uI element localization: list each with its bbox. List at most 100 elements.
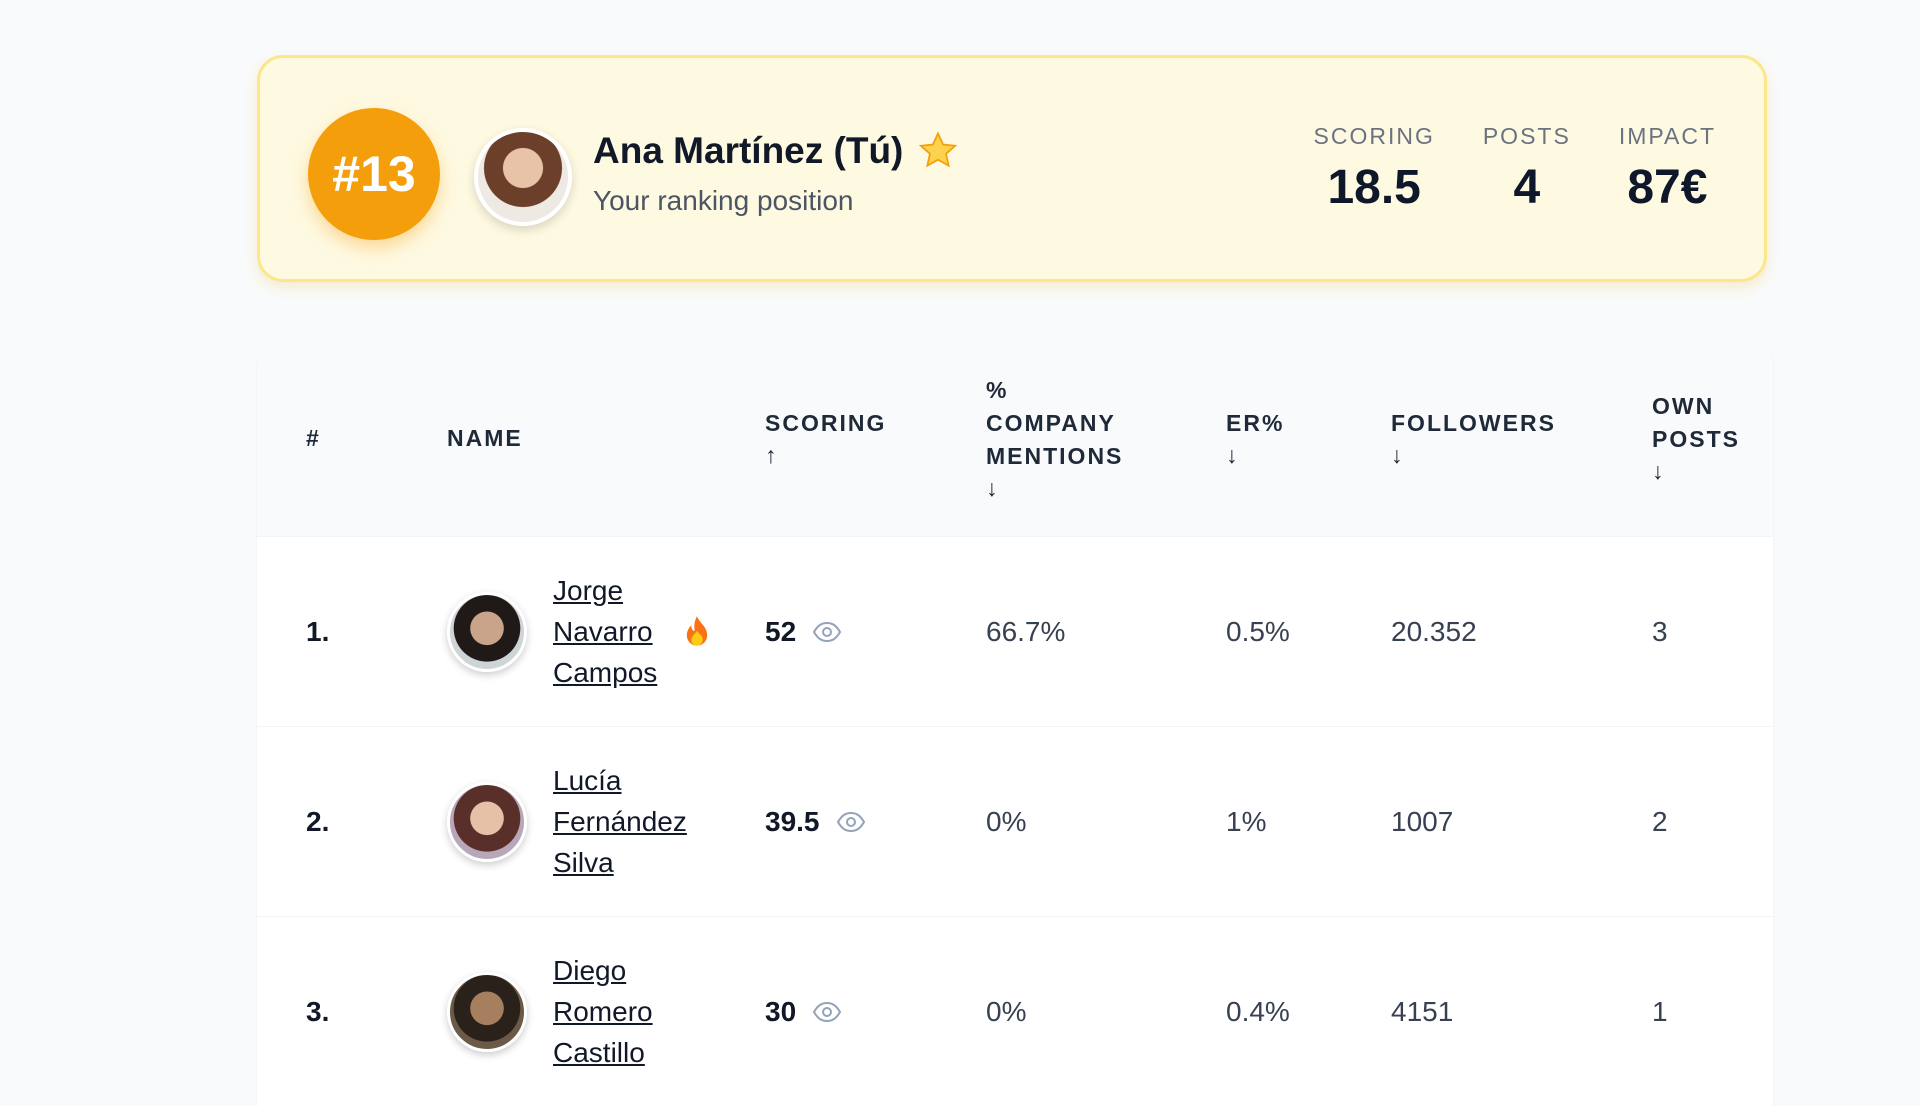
- column-label: % COMPANY MENTIONS: [986, 374, 1123, 473]
- cell-value: 0%: [986, 996, 1026, 1027]
- table-cell: 4151: [1391, 917, 1652, 1106]
- column-header[interactable]: ER%↓: [1226, 340, 1391, 537]
- my-name: Ana Martínez (Tú): [593, 130, 903, 172]
- table-cell: Lucía Fernández Silva: [447, 727, 765, 917]
- eye-icon[interactable]: [836, 811, 866, 833]
- table-cell: 52: [765, 537, 986, 727]
- stat-label: SCORING: [1314, 123, 1435, 150]
- column-header[interactable]: % COMPANY MENTIONS↓: [986, 340, 1226, 537]
- column-label: OWN POSTS: [1652, 390, 1740, 456]
- member-link[interactable]: Lucía Fernández Silva: [553, 760, 687, 883]
- table-cell: 39.5: [765, 727, 986, 917]
- member-link[interactable]: Diego Romero Castillo: [553, 950, 653, 1073]
- stat-value: 4: [1483, 160, 1571, 215]
- avatar: [447, 592, 527, 672]
- table-cell: 2.: [257, 727, 447, 917]
- position: 1.: [306, 616, 329, 647]
- table-cell: 1007: [1391, 727, 1652, 917]
- cell-value: 0.4%: [1226, 996, 1290, 1027]
- table-row: 2. Lucía Fernández Silva 39.5 0% 1% 1007 2: [257, 727, 1773, 917]
- stat-value: 18.5: [1314, 160, 1435, 215]
- table-cell: 2: [1652, 727, 1773, 917]
- table-row: 3. Diego Romero Castillo 30 0% 0.4% 4151 1: [257, 917, 1773, 1106]
- my-ranking-card: #13 Ana Martínez (Tú) Your ranking posit…: [257, 55, 1767, 282]
- cell-value: 3: [1652, 616, 1668, 647]
- stat-label: IMPACT: [1619, 123, 1716, 150]
- stats: SCORING 18.5 POSTS 4 IMPACT 87€: [1314, 123, 1717, 215]
- score-value: 39.5: [765, 806, 820, 838]
- score-cell: 30: [765, 996, 986, 1028]
- sort-arrow: ↑: [765, 440, 986, 470]
- sort-arrow: ↓: [986, 473, 1226, 503]
- table-cell: 0.5%: [1226, 537, 1391, 727]
- stat-label: POSTS: [1483, 123, 1571, 150]
- stat-value: 87€: [1619, 160, 1716, 215]
- column-header[interactable]: SCORING↑: [765, 340, 986, 537]
- score-cell: 39.5: [765, 806, 986, 838]
- column-label: NAME: [447, 422, 523, 455]
- position: 2.: [306, 806, 329, 837]
- column-label: ER%: [1226, 407, 1284, 440]
- my-subtitle: Your ranking position: [593, 185, 853, 217]
- column-label: FOLLOWERS: [1391, 407, 1556, 440]
- cell-value: 20.352: [1391, 616, 1477, 647]
- my-avatar: [474, 128, 572, 226]
- member-link[interactable]: Jorge Navarro Campos: [553, 570, 657, 693]
- table-cell: Jorge Navarro Campos: [447, 537, 765, 727]
- eye-icon[interactable]: [812, 1001, 842, 1023]
- table-cell: 1%: [1226, 727, 1391, 917]
- column-label: SCORING: [765, 407, 886, 440]
- table-cell: 30: [765, 917, 986, 1106]
- star-icon: [917, 130, 959, 172]
- table-cell: 3: [1652, 537, 1773, 727]
- cell-value: 1007: [1391, 806, 1453, 837]
- avatar: [447, 782, 527, 862]
- table-body: 1. Jorge Navarro Campos 52 66.7% 0.5% 20.352 3…: [257, 537, 1773, 1106]
- score-value: 52: [765, 616, 796, 648]
- stat: SCORING 18.5: [1314, 123, 1435, 215]
- table-cell: Diego Romero Castillo: [447, 917, 765, 1106]
- table-cell: 3.: [257, 917, 447, 1106]
- name-cell: Jorge Navarro Campos: [447, 570, 765, 693]
- column-header[interactable]: FOLLOWERS↓: [1391, 340, 1652, 537]
- cell-value: 1: [1652, 996, 1668, 1027]
- table-cell: 1: [1652, 917, 1773, 1106]
- page-body: #13 Ana Martínez (Tú) Your ranking posit…: [0, 0, 1920, 1080]
- score-cell: 52: [765, 616, 986, 648]
- stat: IMPACT 87€: [1619, 123, 1716, 215]
- cell-value: 2: [1652, 806, 1668, 837]
- table-cell: 66.7%: [986, 537, 1226, 727]
- page: Ranking {"header":{"rank":"#13","name":"…: [0, 0, 1920, 1080]
- cell-value: 0%: [986, 806, 1026, 837]
- cell-value: 66.7%: [986, 616, 1065, 647]
- score-value: 30: [765, 996, 796, 1028]
- cell-value: 4151: [1391, 996, 1453, 1027]
- sort-arrow: ↓: [1226, 440, 1391, 470]
- table-cell: 20.352: [1391, 537, 1652, 727]
- cell-value: 1%: [1226, 806, 1266, 837]
- sort-arrow: ↓: [1391, 440, 1652, 470]
- my-name-row: Ana Martínez (Tú): [593, 130, 959, 172]
- eye-icon[interactable]: [812, 621, 842, 643]
- column-header: #: [257, 340, 447, 537]
- fire-icon: [683, 615, 711, 649]
- avatar: [447, 972, 527, 1052]
- table-cell: 0.4%: [1226, 917, 1391, 1106]
- table-row: 1. Jorge Navarro Campos 52 66.7% 0.5% 20.352 3: [257, 537, 1773, 727]
- table-cell: 0%: [986, 727, 1226, 917]
- column-header: NAME: [447, 340, 765, 537]
- name-cell: Lucía Fernández Silva: [447, 760, 765, 883]
- table-cell: 1.: [257, 537, 447, 727]
- name-cell: Diego Romero Castillo: [447, 950, 765, 1073]
- rank-badge: #13: [308, 108, 440, 240]
- sort-arrow: ↓: [1652, 456, 1773, 486]
- column-label: #: [306, 422, 321, 455]
- column-header[interactable]: OWN POSTS↓: [1652, 340, 1773, 537]
- stat: POSTS 4: [1483, 123, 1571, 215]
- table-cell: 0%: [986, 917, 1226, 1106]
- position: 3.: [306, 996, 329, 1027]
- cell-value: 0.5%: [1226, 616, 1290, 647]
